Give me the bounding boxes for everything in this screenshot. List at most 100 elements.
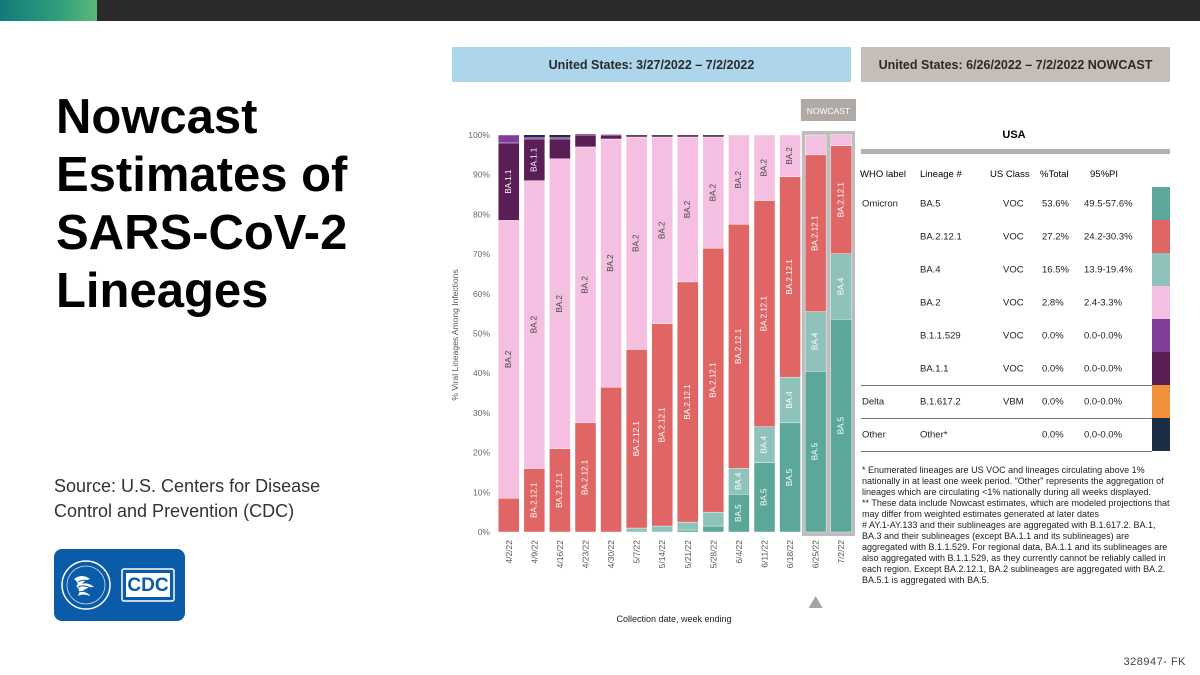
table-row: Delta B.1.617.2 VBM 0.0% 0.0-0.0%: [858, 385, 1170, 418]
cdc-logo: CDC: [54, 549, 185, 621]
bar-segment: [702, 135, 725, 138]
bar-label: BA.2.12.1: [836, 182, 845, 218]
bar-label: BA.2.12.1: [683, 384, 692, 420]
table-row: BA.2 VOC 2.8% 2.4-3.3%: [858, 286, 1170, 319]
cell-us-class: VOC: [1003, 330, 1024, 341]
cell-us-class: VOC: [1003, 198, 1024, 209]
lineage-color-swatch: [1152, 418, 1170, 451]
table-row: Other Other* 0.0% 0.0-0.0%: [858, 418, 1170, 451]
footnote: ** These data include Nowcast estimates,…: [862, 498, 1170, 519]
cell-total: 0.0%: [1042, 429, 1064, 440]
bar-label: BA.2: [708, 183, 717, 201]
bar-segment: [677, 135, 699, 136]
bar-segment: [626, 135, 648, 136]
x-tick-label: 4/2/22: [504, 540, 514, 564]
chart-bars: [498, 133, 852, 533]
header-who-label: WHO label: [860, 169, 906, 180]
y-tick-label: 50%: [473, 329, 490, 339]
bar-segment: [651, 135, 673, 138]
slide-title-line: Estimates of: [56, 148, 348, 202]
table-row: BA.4 VOC 16.5% 13.9-19.4%: [858, 253, 1170, 286]
x-tick-label: 7/2/22: [836, 540, 846, 564]
x-tick-label: 6/18/22: [785, 540, 795, 569]
cell-total: 0.0%: [1042, 396, 1064, 407]
table-rule: [861, 149, 1170, 154]
top-bar-accent: [0, 0, 97, 21]
lineage-color-swatch: [1152, 220, 1170, 253]
bar-segment: [498, 498, 520, 533]
cell-lineage: BA.5: [920, 198, 941, 209]
nowcast-table: USA WHO label Lineage # US Class %Total …: [858, 125, 1170, 452]
y-axis-title: % Viral Lineages Among Infections: [450, 269, 460, 400]
cell-lineage: BA.2: [920, 297, 941, 308]
bar-segment: [677, 135, 699, 138]
cell-us-class: VOC: [1003, 297, 1024, 308]
cell-total: 16.5%: [1042, 264, 1069, 275]
table-region: USA: [1002, 129, 1026, 141]
cell-total: 0.0%: [1042, 363, 1064, 374]
x-tick-label: 6/11/22: [760, 540, 770, 568]
bar-label: BA.2: [504, 350, 513, 368]
slide-title-line: Nowcast: [56, 90, 258, 144]
cell-lineage: BA.4: [920, 264, 941, 275]
source-text: Source: U.S. Centers for Disease Control…: [54, 476, 321, 521]
bar-label: BA.4: [836, 277, 845, 295]
bar-segment: [549, 135, 571, 137]
bar-segment: [702, 135, 724, 136]
cell-total: 53.6%: [1042, 198, 1069, 209]
lineage-color-swatch: [1152, 253, 1170, 286]
bar-label: BA.2: [606, 254, 615, 272]
bar-label: BA.2.12.1: [708, 362, 717, 398]
table-row: BA.1.1 VOC 0.0% 0.0-0.0%: [858, 352, 1170, 385]
y-tick-label: 80%: [473, 209, 490, 219]
cell-lineage: B.1.1.529: [920, 330, 961, 341]
x-tick-label: 5/28/22: [708, 540, 718, 569]
y-tick-label: 70%: [473, 249, 490, 259]
bar-label: BA.1.1: [529, 147, 538, 172]
bar-segment: [677, 521, 699, 531]
slide-title-line: Lineages: [56, 264, 269, 318]
bar-label: BA.2: [657, 221, 666, 239]
footnote: # AY.1-AY.133 and their sublineages are …: [862, 520, 1168, 585]
cell-lineage: B.1.617.2: [920, 396, 961, 407]
bar-segment: [549, 136, 571, 140]
bar-segment: [779, 134, 801, 177]
table-divider: [861, 451, 1152, 452]
x-tick-label: 4/9/22: [529, 540, 539, 564]
y-tick-label: 20%: [473, 448, 490, 458]
bar-segment: [804, 134, 827, 156]
y-tick-label: 10%: [473, 487, 490, 497]
bar-segment: [600, 134, 622, 140]
table-divider: [861, 418, 1152, 419]
bar-segment: [702, 525, 725, 533]
chart-axes: 0% 10% 20% 30% 40% 50% 60% 70% 80% 90% 100% 4/2/22 4…: [450, 130, 846, 624]
lineage-color-swatch: [1152, 385, 1170, 418]
x-tick-label: 4/23/22: [581, 540, 591, 569]
x-tick-label: 6/25/22: [811, 540, 821, 569]
cell-pi: 13.9-19.4%: [1084, 264, 1133, 275]
bar-segment: [728, 134, 750, 225]
y-tick-label: 30%: [473, 408, 490, 418]
cell-lineage: BA.2.12.1: [920, 231, 962, 242]
cell-total: 27.2%: [1042, 231, 1069, 242]
lineage-color-swatch: [1152, 319, 1170, 352]
cell-pi: 24.2-30.3%: [1084, 231, 1133, 242]
footnotes: * Enumerated lineages are US VOC and lin…: [862, 465, 1172, 586]
cell-lineage: Other*: [920, 429, 948, 440]
bar-label: BA.2: [734, 170, 743, 188]
cell-lineage: BA.1.1: [920, 363, 949, 374]
table-divider: [861, 385, 1152, 386]
slide-title: Nowcast Estimates of SARS-CoV-2 Lineages: [56, 88, 416, 320]
bar-segment: [523, 136, 546, 140]
bar-label: BA.2.12.1: [760, 296, 769, 332]
bar-label: BA.2: [683, 200, 692, 218]
bar-label: BA.2: [760, 159, 769, 177]
nowcast-label: NOWCAST: [807, 106, 850, 116]
cell-who-label: Omicron: [862, 198, 898, 209]
y-tick-label: 90%: [473, 170, 490, 180]
cell-pi: 2.4-3.3%: [1084, 297, 1123, 308]
x-tick-label: 4/16/22: [555, 540, 565, 569]
header-total: %Total: [1040, 169, 1069, 180]
bar-segment: [549, 138, 571, 160]
table-row: B.1.1.529 VOC 0.0% 0.0-0.0%: [858, 319, 1170, 352]
